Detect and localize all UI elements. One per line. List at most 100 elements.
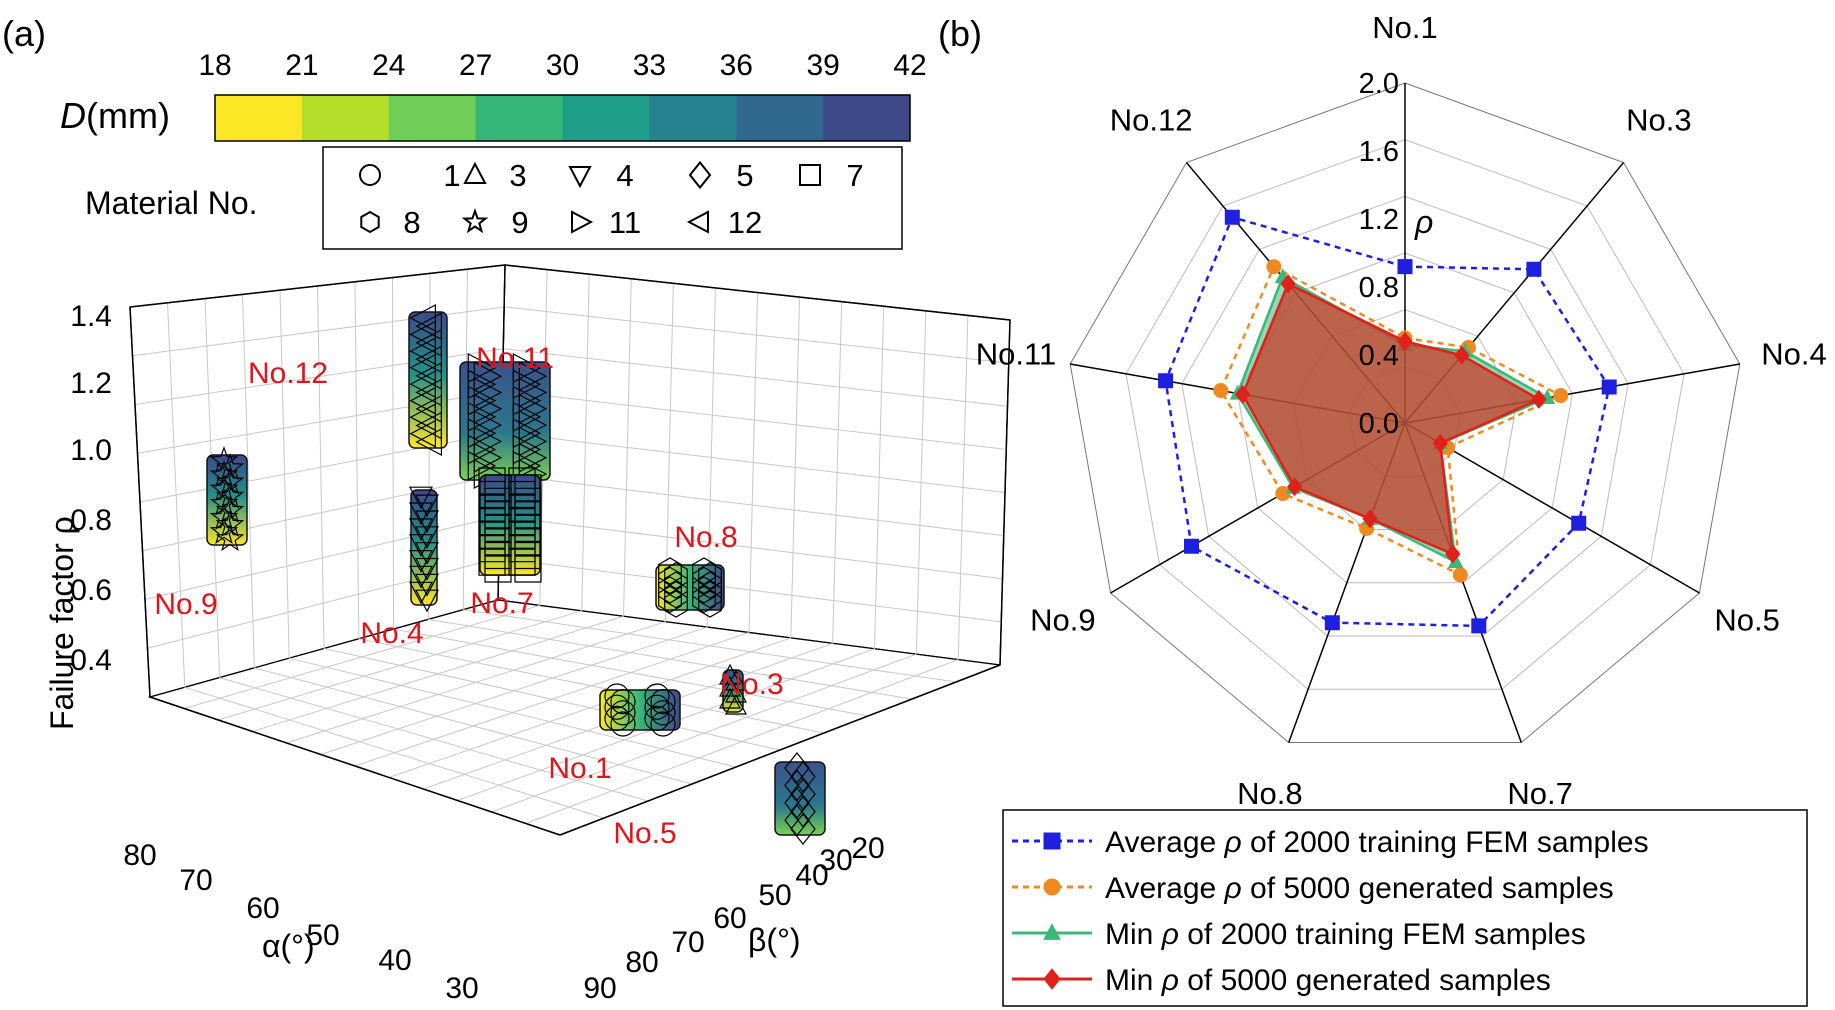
cluster-marker	[209, 474, 239, 502]
cluster-marker	[604, 683, 630, 709]
cluster-marker	[209, 502, 239, 530]
radar-chart: No.1 No.3 No.4 No.5 No.7 No.8 No.9 No.11 No.12 0.…	[976, 10, 1827, 811]
cluster-marker	[415, 526, 439, 549]
radar-ring	[1181, 195, 1629, 637]
cluster-marker	[415, 557, 439, 581]
material-legend-label: 1	[443, 158, 460, 193]
material-legend-label: 7	[846, 158, 863, 193]
cluster-marker	[415, 411, 442, 440]
colorbar-segment	[823, 95, 911, 141]
grid-line	[218, 610, 582, 721]
radar-point	[1234, 384, 1251, 404]
cluster-marker	[512, 369, 542, 400]
cluster-marker	[518, 426, 548, 457]
cluster-marker	[409, 386, 436, 415]
cluster-marker	[644, 694, 670, 720]
cluster-marker	[658, 585, 682, 613]
legend-diamond-icon	[1043, 968, 1061, 990]
cluster-marker	[644, 683, 670, 709]
cluster-marker	[512, 418, 542, 449]
cluster-marker	[473, 361, 503, 392]
cluster-marker	[790, 778, 816, 811]
cluster-label: No.4	[360, 617, 423, 650]
radar-axis-label: ρ	[1414, 204, 1433, 240]
cluster-marker	[610, 700, 636, 726]
material-legend-label: 9	[511, 205, 528, 240]
cluster-marker	[409, 549, 433, 573]
cluster-marker	[209, 460, 239, 488]
cluster-label: No.7	[470, 587, 533, 620]
cluster-marker	[725, 669, 747, 691]
cluster-marker	[215, 509, 245, 537]
cluster-marker	[467, 385, 497, 416]
cluster-marker	[415, 573, 439, 597]
radar-series-line	[1241, 281, 1542, 556]
cluster-label: No.1	[548, 752, 611, 785]
cluster-marker	[692, 585, 716, 613]
cluster-marker	[658, 576, 682, 604]
cluster-marker	[518, 393, 548, 424]
cluster-marker	[215, 453, 245, 481]
cluster-marker	[415, 378, 442, 407]
colorbar-segment	[215, 95, 303, 141]
cluster-no4: No.4	[360, 486, 439, 650]
cluster-marker	[725, 693, 747, 715]
panel-a-label: (a)	[2, 13, 46, 54]
grid-line	[252, 615, 624, 732]
legend-label: Min ρ of 2000 training FEM samples	[1105, 918, 1586, 951]
cluster-marker	[409, 304, 436, 332]
cluster-marker	[415, 428, 442, 456]
cluster-marker	[467, 369, 497, 400]
radar-point	[1362, 509, 1378, 529]
colorbar-tick: 21	[285, 49, 318, 82]
cluster-marker	[409, 486, 433, 510]
radar-point	[1280, 274, 1296, 294]
x-tick-label: 60	[246, 892, 279, 925]
cluster-marker	[664, 590, 688, 618]
cluster-label: No.3	[720, 668, 783, 701]
cluster-marker	[692, 557, 716, 585]
grid-line	[167, 302, 186, 688]
cluster-marker	[658, 557, 682, 585]
cluster-marker	[409, 403, 436, 432]
grid-line	[317, 285, 325, 649]
cluster-marker	[698, 590, 722, 618]
cluster-marker	[473, 377, 503, 408]
grid-line	[581, 274, 590, 611]
cluster-no9: No.9	[154, 446, 248, 621]
cluster-marker	[473, 393, 503, 424]
radar-point	[1445, 544, 1461, 564]
cluster-marker	[415, 312, 442, 341]
grid-line	[874, 306, 885, 649]
cluster-marker	[604, 705, 630, 732]
cluster-marker	[473, 410, 503, 441]
cluster-marker	[409, 353, 436, 382]
cluster-no7: No.7	[470, 467, 542, 620]
cluster-body	[774, 761, 826, 836]
z-tick-label: 1.0	[70, 434, 112, 467]
x-tick-label: 70	[179, 864, 212, 897]
cluster-marker	[209, 446, 239, 474]
cluster-label: No.11	[476, 342, 554, 375]
cluster-no1: No.1	[548, 683, 681, 785]
colorbar-segment	[736, 95, 824, 141]
cluster-marker	[467, 450, 497, 481]
y-tick-label: 80	[625, 946, 658, 979]
radar-r-tick: 1.2	[1359, 204, 1399, 236]
radar-point	[1213, 383, 1229, 399]
cluster-marker	[650, 688, 676, 715]
cluster-marker	[719, 675, 741, 697]
cluster-body	[655, 564, 725, 611]
radar-r-tick: 2.0	[1359, 68, 1399, 100]
radar-category-label: No.9	[1030, 603, 1095, 638]
legend-label: Average ρ of 5000 generated samples	[1105, 872, 1614, 905]
y-tick-label: 60	[713, 902, 746, 935]
radar-point	[1184, 538, 1199, 554]
plot3d-edges	[129, 264, 1011, 836]
radar-point	[1471, 618, 1487, 634]
cluster-no11: No.11	[459, 342, 554, 489]
plot3d-box	[129, 264, 1011, 836]
cluster-marker	[409, 581, 433, 605]
cluster-marker	[467, 434, 497, 465]
colorbar-segment	[562, 95, 650, 141]
